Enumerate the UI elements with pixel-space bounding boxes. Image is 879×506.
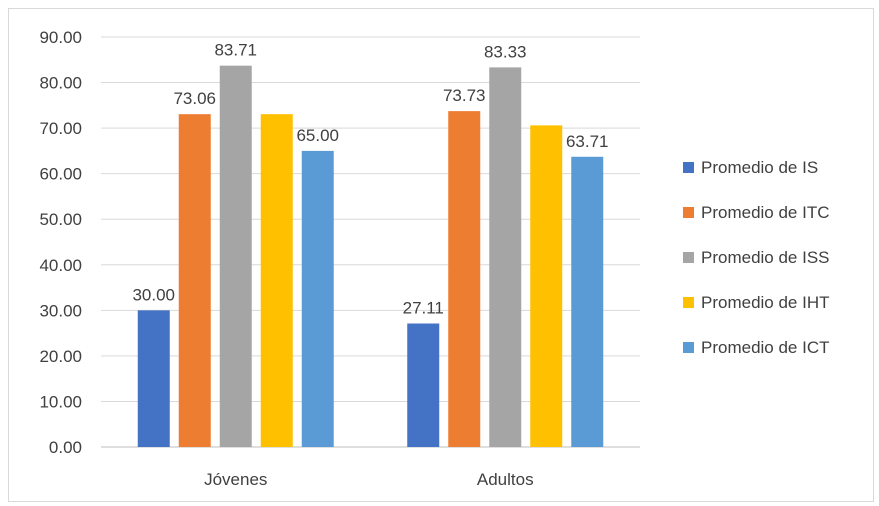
bar: [407, 323, 440, 447]
bar: [219, 65, 252, 447]
bar: [571, 156, 604, 447]
data-label: 63.71: [566, 132, 609, 151]
data-label: 65.00: [296, 126, 339, 145]
bar: [301, 150, 334, 447]
legend-swatch: [683, 162, 694, 173]
category-labels: Jóvenes Adultos: [204, 470, 534, 489]
legend-swatch: [683, 207, 694, 218]
bar: [260, 114, 293, 447]
data-label: 30.00: [132, 285, 175, 304]
legend: Promedio de IS Promedio de ITC Promedio de…: [683, 158, 830, 357]
bar: [178, 114, 211, 447]
legend-swatch: [683, 252, 694, 263]
y-tick-label: 50.00: [39, 210, 82, 229]
category-label: Adultos: [477, 470, 534, 489]
bars: [137, 65, 604, 447]
legend-label: Promedio de IS: [701, 158, 818, 177]
data-label: 83.33: [484, 42, 527, 61]
y-axis-tick-labels: 0.00 10.00 20.00 30.00 40.00 50.00 60.00 70.00 8…: [39, 28, 82, 457]
y-tick-label: 70.00: [39, 119, 82, 138]
y-tick-label: 10.00: [39, 392, 82, 411]
bar: [530, 125, 563, 447]
legend-label: Promedio de ITC: [701, 203, 830, 222]
y-tick-label: 20.00: [39, 347, 82, 366]
y-tick-label: 90.00: [39, 28, 82, 47]
data-label: 83.71: [214, 41, 257, 60]
data-label: 27.11: [403, 298, 444, 317]
legend-label: Promedio de IHT: [701, 293, 830, 312]
y-tick-label: 0.00: [49, 438, 82, 457]
legend-label: Promedio de ISS: [701, 248, 830, 267]
legend-label: Promedio de ICT: [701, 338, 830, 357]
data-labels: 30.00 73.06 83.71 65.00 27.11 73.73 83.33 63.71: [132, 41, 608, 318]
category-label: Jóvenes: [204, 470, 267, 489]
legend-swatch: [683, 342, 694, 353]
y-tick-label: 40.00: [39, 256, 82, 275]
data-label: 73.73: [443, 86, 486, 105]
bar: [448, 111, 481, 447]
legend-swatch: [683, 297, 694, 308]
data-label: 73.06: [173, 89, 216, 108]
y-tick-label: 60.00: [39, 165, 82, 184]
bar: [137, 310, 170, 447]
bar: [489, 67, 522, 447]
y-tick-label: 80.00: [39, 74, 82, 93]
y-tick-label: 30.00: [39, 301, 82, 320]
